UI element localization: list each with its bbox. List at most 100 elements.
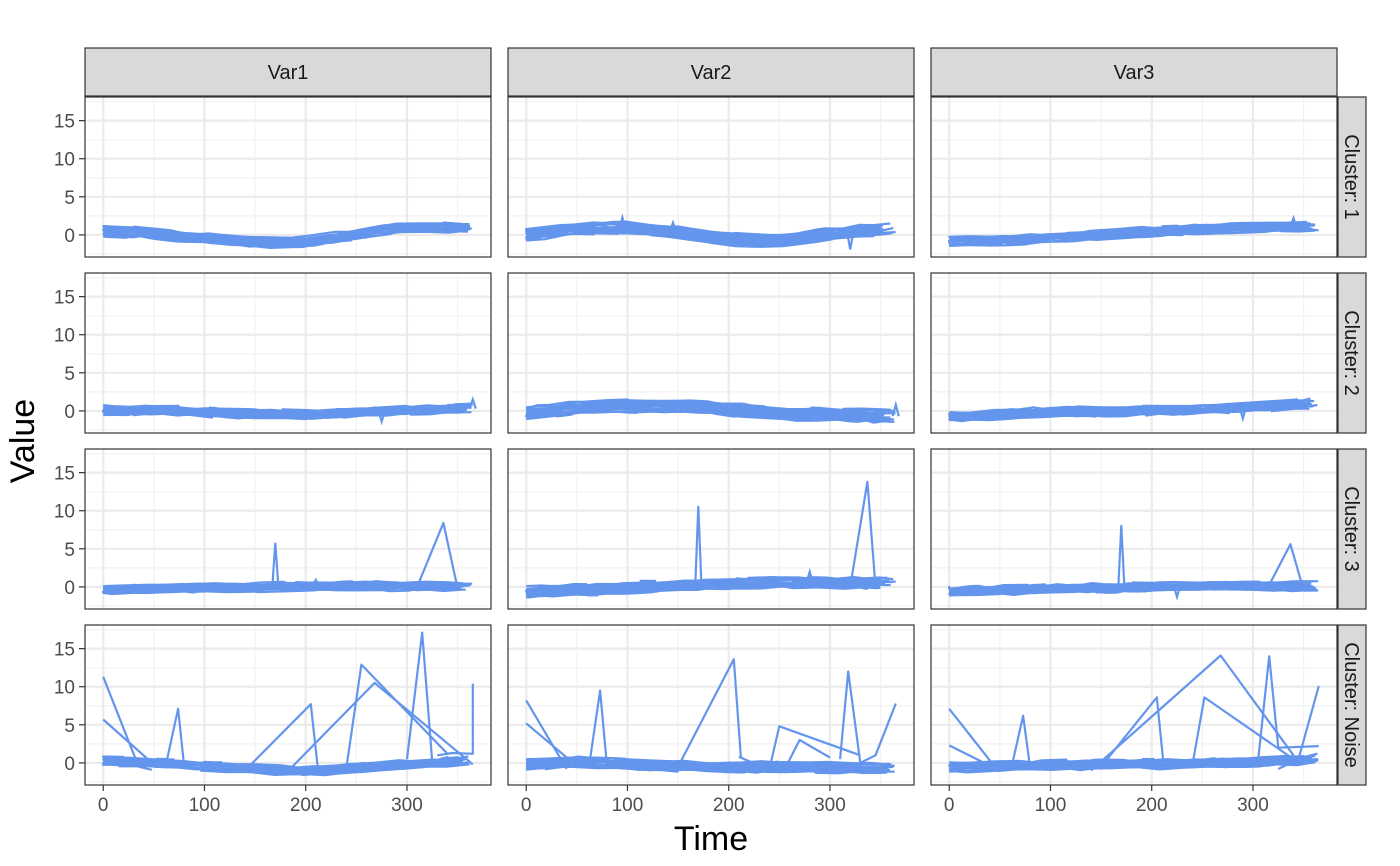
panel-border — [84, 272, 492, 434]
series-lines — [525, 480, 896, 599]
series-excursion — [1267, 543, 1305, 591]
series-line — [103, 402, 472, 413]
series-excursion — [1191, 696, 1295, 767]
series-spike — [805, 567, 814, 583]
y-tick-label: 10 — [54, 326, 75, 347]
strip-label-var2: Var2 — [691, 62, 732, 84]
gridlines — [508, 97, 914, 257]
panel-border — [84, 448, 492, 610]
x-tick-label: 100 — [189, 795, 221, 816]
series-excursion — [244, 703, 319, 772]
strip-cluster-2 — [1337, 272, 1367, 434]
series-excursion — [587, 689, 609, 769]
series-line — [103, 580, 464, 588]
series-excursion — [1090, 654, 1295, 772]
panel-border — [507, 96, 915, 258]
panel-border — [930, 96, 1338, 258]
panel-border — [507, 624, 915, 786]
series-lines — [102, 521, 473, 596]
panel-cluster-noise-var2 — [507, 624, 915, 786]
strip-var3 — [930, 47, 1338, 97]
panel-cluster-3-var3 — [930, 448, 1338, 610]
series-line — [102, 222, 454, 239]
panel-cluster-1-var1 — [84, 96, 492, 258]
series-line — [526, 575, 888, 588]
y-tick-label: 0 — [64, 402, 75, 423]
series-lines — [948, 525, 1319, 601]
series-lines — [948, 397, 1318, 423]
x-tick-label: 100 — [612, 795, 644, 816]
series-line — [526, 220, 891, 237]
y-tick-label: 10 — [54, 150, 75, 171]
panel-border — [930, 448, 1338, 610]
y-tick-label: 10 — [54, 502, 75, 523]
series-spike — [694, 506, 703, 586]
strip-label-cluster-3: Cluster: 3 — [1340, 486, 1362, 572]
y-tick-label: 15 — [54, 288, 75, 309]
series-lines — [102, 396, 477, 426]
panel-cluster-1-var3 — [930, 96, 1338, 258]
panel-cluster-2-var3 — [930, 272, 1338, 434]
series-spike — [1289, 214, 1298, 228]
series-excursion — [437, 683, 474, 757]
y-tick-label: 5 — [64, 716, 75, 737]
x-tick-label: 0 — [98, 795, 109, 816]
series-lines — [102, 631, 474, 777]
panel-border — [507, 272, 915, 434]
panel-cluster-noise-var1 — [84, 624, 492, 786]
x-tick-label: 0 — [521, 795, 532, 816]
series-excursion — [783, 738, 831, 771]
series-excursion — [849, 480, 877, 588]
series-spike — [271, 542, 280, 588]
series-excursion — [416, 521, 459, 589]
x-tick-label: 300 — [391, 795, 423, 816]
series-excursion — [1010, 714, 1032, 769]
series-line — [948, 579, 1319, 590]
axes-layer: 0 5 10 15 0 5 10 15 0 5 10 15 0 5 10 15 0 100 200 300 0 100 20… — [54, 112, 1269, 816]
strip-label-cluster-1: Cluster: 1 — [1340, 134, 1362, 220]
x-tick-label: 200 — [1136, 795, 1168, 816]
y-tick-label: 5 — [64, 188, 75, 209]
panel-cluster-2-var1 — [84, 272, 492, 434]
series-excursion — [164, 707, 186, 767]
series-excursion — [1256, 655, 1319, 762]
series-excursion — [839, 670, 862, 764]
strip-label-cluster-2: Cluster: 2 — [1340, 310, 1362, 396]
panel-border — [930, 624, 1338, 786]
series-excursion — [1277, 685, 1320, 770]
x-tick-label: 100 — [1035, 795, 1067, 816]
gridlines — [931, 449, 1337, 609]
series-excursion — [948, 708, 996, 768]
series-line — [948, 221, 1311, 239]
series-spike — [1172, 586, 1182, 601]
series-lines — [525, 213, 896, 250]
series-excursion — [284, 681, 474, 775]
series-line — [949, 582, 1304, 592]
y-axis-title: Value — [4, 399, 42, 483]
x-tick-label: 300 — [814, 795, 846, 816]
series-line — [526, 755, 892, 766]
x-tick-label: 200 — [290, 795, 322, 816]
series-lines — [102, 221, 472, 249]
y-tick-label: 0 — [64, 578, 75, 599]
strip-cluster-1 — [1337, 96, 1367, 258]
strip-label-cluster-noise: Cluster: Noise — [1340, 642, 1362, 768]
series-spike — [468, 396, 477, 409]
y-tick-label: 5 — [64, 364, 75, 385]
series-excursion — [525, 722, 578, 767]
series-line — [526, 408, 875, 422]
panel-cluster-3-var1 — [84, 448, 492, 610]
strip-label-var1: Var1 — [268, 62, 309, 84]
panel-cluster-noise-var3 — [930, 624, 1338, 786]
series-excursion — [525, 699, 568, 770]
series-line — [949, 397, 1311, 415]
strip-label-var3: Var3 — [1114, 62, 1155, 84]
series-excursion — [677, 658, 742, 768]
series-lines — [525, 658, 897, 775]
x-tick-label: 300 — [1237, 795, 1269, 816]
y-tick-label: 0 — [64, 226, 75, 247]
series-line — [525, 406, 895, 421]
series-excursion — [102, 676, 153, 771]
series-spike — [311, 577, 320, 587]
